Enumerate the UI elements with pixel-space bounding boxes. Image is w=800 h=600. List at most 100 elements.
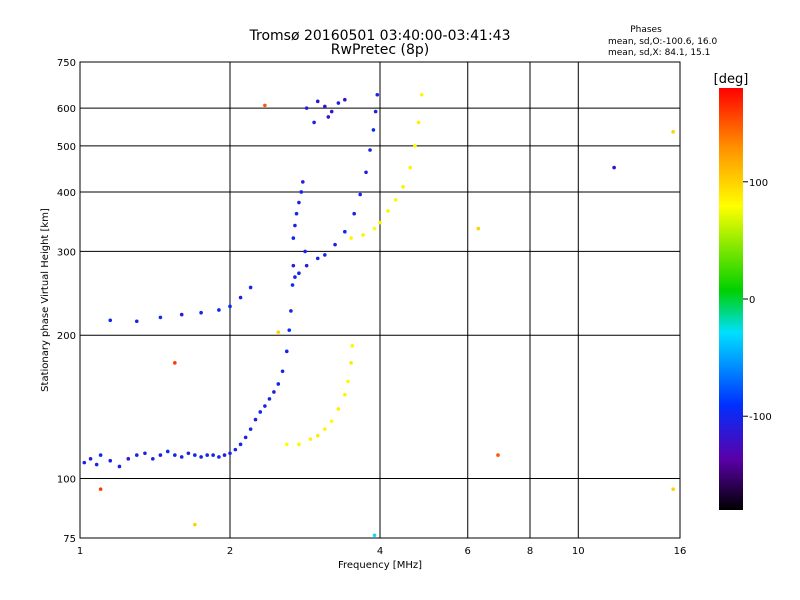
echo-point <box>368 148 372 152</box>
echo-point <box>263 404 267 408</box>
echo-point <box>372 226 377 231</box>
echo-point <box>193 453 197 457</box>
y-tick-label: 75 <box>63 534 76 545</box>
echo-point <box>315 433 320 438</box>
echo-point <box>248 427 253 431</box>
echo-point <box>336 407 341 411</box>
echo-point <box>408 165 413 170</box>
echo-points <box>82 92 675 538</box>
echo-point <box>336 101 341 105</box>
echo-point <box>276 330 281 334</box>
echo-point <box>151 457 155 461</box>
echo-point <box>293 223 297 228</box>
colorbar-tick-label: -100 <box>749 412 772 423</box>
phase-box-line2: mean, sd,X: 84.1, 15.1 <box>608 48 710 58</box>
echo-point <box>290 283 295 287</box>
echo-point <box>217 308 221 312</box>
echo-point <box>134 453 139 457</box>
echo-point <box>134 319 139 324</box>
x-tick-label: 6 <box>465 546 471 557</box>
y-tick-label: 500 <box>57 142 76 153</box>
echo-point <box>108 318 113 323</box>
phase-box-heading: Phases <box>630 25 662 35</box>
echo-point <box>248 285 253 290</box>
echo-point <box>349 236 353 240</box>
echo-point <box>193 522 197 527</box>
echo-point <box>284 442 289 447</box>
echo-point <box>350 344 355 348</box>
y-tick-label: 100 <box>57 475 76 486</box>
echo-point <box>238 442 243 447</box>
echo-point <box>297 200 301 205</box>
x-tick-label: 16 <box>674 546 687 557</box>
echo-point <box>326 115 331 119</box>
echo-point <box>315 256 320 261</box>
echo-point <box>238 295 243 300</box>
echo-point <box>158 315 163 320</box>
echo-point <box>280 369 285 374</box>
echo-point <box>671 130 675 134</box>
echo-point <box>304 106 309 110</box>
echo-point <box>233 447 238 452</box>
echo-point <box>323 104 327 109</box>
echo-point <box>416 120 421 125</box>
y-tick-label: 600 <box>57 104 76 115</box>
echo-point <box>304 263 309 268</box>
echo-point <box>263 103 267 108</box>
echo-point <box>294 211 299 216</box>
echo-point <box>419 92 424 97</box>
echo-point <box>361 233 365 237</box>
x-tick-label: 4 <box>377 546 383 557</box>
echo-point <box>108 458 113 463</box>
x-tick-label: 10 <box>572 546 585 557</box>
echo-point <box>253 417 258 422</box>
phase-box-line1: mean, sd,O:-100.6, 16.0 <box>608 37 718 47</box>
echo-point <box>173 453 177 457</box>
echo-point <box>293 275 297 279</box>
echo-point <box>343 97 347 102</box>
echo-point <box>375 92 380 97</box>
chart-title: Tromsø 20160501 03:40:00-03:41:43 <box>249 28 511 44</box>
echo-point <box>371 128 376 132</box>
y-axis-ticks: 75 100 200 300 400 500 600 750 <box>57 58 76 545</box>
colorbar: [deg] 100 0 -100 <box>714 72 772 510</box>
echo-point <box>343 392 347 397</box>
echo-point <box>343 229 347 234</box>
echo-point <box>199 455 203 459</box>
echo-point <box>289 309 293 313</box>
echo-point <box>179 312 184 317</box>
echo-point <box>82 460 87 465</box>
echo-point <box>303 249 307 254</box>
echo-point <box>378 220 382 225</box>
y-tick-label: 400 <box>57 188 76 199</box>
echo-point <box>205 453 209 457</box>
colorbar-ticks: 100 0 -100 <box>743 178 772 423</box>
echo-point <box>272 390 276 394</box>
echo-point <box>346 379 350 384</box>
echo-point <box>158 453 163 457</box>
echo-point <box>393 198 398 202</box>
echo-point <box>297 271 301 276</box>
echo-point <box>179 455 184 459</box>
echo-point <box>612 165 616 170</box>
echo-point <box>88 457 93 461</box>
echo-point <box>291 263 296 268</box>
echo-point <box>228 304 232 309</box>
echo-point <box>117 464 122 469</box>
echo-point <box>297 442 301 447</box>
colorbar-tick-label: 0 <box>749 295 755 306</box>
echo-point <box>323 253 327 257</box>
echo-point <box>98 487 103 491</box>
echo-point <box>329 419 334 423</box>
y-axis-label: Stationary phase Virtual Height [km] <box>40 208 51 392</box>
echo-point <box>386 209 390 213</box>
echo-point <box>349 361 353 365</box>
echo-point <box>126 457 131 461</box>
echo-point <box>299 190 304 194</box>
echo-point <box>199 310 203 315</box>
echo-point <box>476 226 481 231</box>
echo-point <box>401 185 405 189</box>
echo-point <box>217 455 221 459</box>
echo-point <box>352 211 356 216</box>
